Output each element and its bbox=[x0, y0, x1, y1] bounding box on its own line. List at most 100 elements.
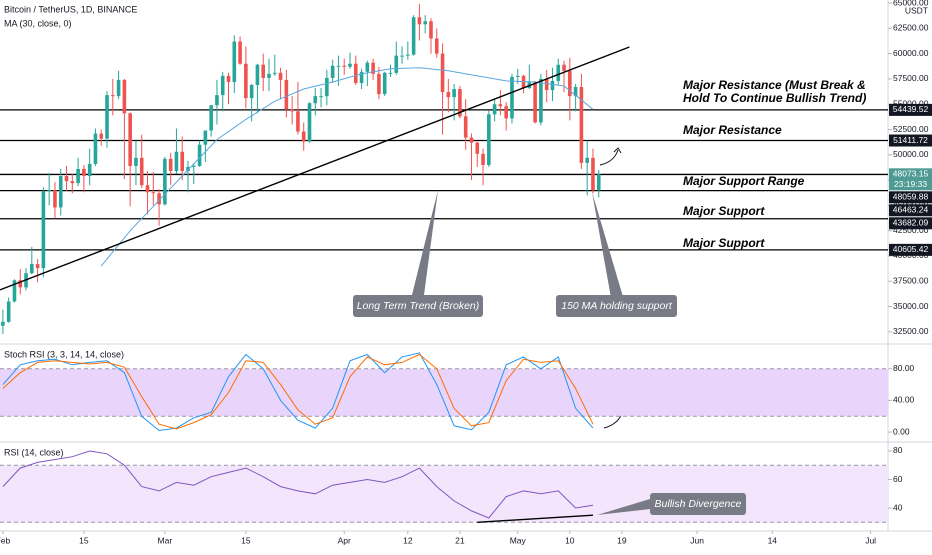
y-tick-label: 52500.00 bbox=[893, 124, 929, 134]
candle-body bbox=[550, 80, 555, 91]
candle-body bbox=[492, 104, 497, 115]
x-tick-label: Apr bbox=[338, 535, 351, 545]
indicator-line bbox=[2, 450, 594, 519]
candle-body bbox=[296, 111, 300, 132]
chart-title: Bitcoin / TetherUS, 1D, BINANCE bbox=[4, 4, 137, 14]
callout-pointer bbox=[412, 190, 438, 295]
candle-body bbox=[325, 77, 329, 97]
callout-pointer bbox=[597, 499, 650, 515]
candle-body bbox=[87, 163, 92, 177]
candle-body bbox=[180, 151, 185, 171]
y-tick-label: 60000.00 bbox=[893, 48, 929, 58]
candle-body bbox=[232, 41, 237, 82]
candle-body bbox=[556, 64, 561, 81]
x-tick-label: Feb bbox=[0, 535, 10, 545]
candle-body bbox=[168, 158, 173, 171]
candle-body bbox=[353, 63, 358, 83]
candle-body bbox=[469, 137, 474, 143]
price-label-box bbox=[889, 204, 932, 217]
candle-body bbox=[18, 280, 23, 288]
x-tick-label: 21 bbox=[455, 535, 465, 545]
y-tick-label: 35000.00 bbox=[893, 301, 929, 311]
candle-body bbox=[406, 54, 410, 56]
x-tick-label: 14 bbox=[768, 535, 778, 545]
price-label: 51411.72 bbox=[893, 135, 928, 145]
price-axis-unit: USDT bbox=[905, 5, 928, 15]
candle-body bbox=[510, 76, 514, 119]
candle-body bbox=[463, 116, 468, 138]
price-label: 40605.42 bbox=[893, 244, 929, 254]
candle-body bbox=[452, 89, 456, 98]
candle-body bbox=[365, 62, 370, 72]
candle-body bbox=[400, 55, 404, 57]
price-label-box bbox=[889, 191, 932, 204]
candle-body bbox=[134, 157, 138, 166]
candle-body bbox=[342, 65, 347, 67]
y-tick-label: 60 bbox=[893, 474, 903, 484]
candle-body bbox=[272, 72, 277, 74]
y-tick-label: 80.00 bbox=[893, 363, 915, 373]
price-label: 48073.15 bbox=[893, 169, 929, 179]
candle-body bbox=[255, 64, 260, 85]
annotation: Major Resistance bbox=[683, 123, 782, 137]
callout-box bbox=[353, 295, 483, 317]
candle-body bbox=[585, 157, 589, 163]
candle-body bbox=[423, 21, 427, 25]
candle-body bbox=[41, 191, 46, 269]
callout-box bbox=[650, 493, 746, 515]
price-label: 54439.52 bbox=[893, 104, 929, 114]
annotation: Major Support Range bbox=[683, 174, 805, 188]
candle-body bbox=[12, 280, 17, 302]
candle-body bbox=[163, 158, 167, 205]
annotation: Major Resistance (Must Break & bbox=[683, 78, 866, 92]
candle-body bbox=[249, 84, 254, 99]
y-tick-label: 0.00 bbox=[893, 426, 910, 436]
x-tick-label: Jul bbox=[865, 535, 876, 545]
moving-average-line bbox=[100, 67, 594, 267]
candle-body bbox=[105, 95, 109, 139]
candle-body bbox=[238, 41, 242, 64]
candle-body bbox=[35, 264, 40, 269]
y-tick-label: 55000.00 bbox=[893, 98, 929, 108]
y-tick-label: 42500.00 bbox=[893, 225, 929, 235]
candle-body bbox=[382, 72, 387, 95]
y-tick-label: 57500.00 bbox=[893, 73, 929, 83]
countdown-label: 23:19:33 bbox=[894, 179, 927, 189]
callout-pointer bbox=[592, 192, 623, 295]
annotation: Major Support bbox=[683, 204, 765, 218]
candle-body bbox=[319, 96, 323, 98]
candle-body bbox=[596, 174, 601, 191]
candle-body bbox=[411, 17, 416, 55]
x-tick-label: 15 bbox=[79, 535, 89, 545]
candle-body bbox=[284, 79, 289, 110]
candle-body bbox=[186, 166, 190, 171]
candle-body bbox=[301, 131, 306, 142]
candle-body bbox=[76, 168, 80, 184]
callout-box bbox=[556, 295, 677, 317]
indicator-line bbox=[2, 352, 594, 432]
candle-body bbox=[70, 181, 75, 184]
candle-body bbox=[267, 73, 271, 78]
price-label-box bbox=[889, 103, 932, 116]
candle-body bbox=[336, 65, 341, 67]
candle-body bbox=[458, 89, 462, 117]
y-tick-label: 62500.00 bbox=[893, 23, 929, 33]
candle-body bbox=[47, 190, 51, 192]
arrow-head bbox=[613, 147, 622, 154]
price-label: 46463.24 bbox=[893, 205, 929, 215]
divergence-line bbox=[477, 514, 594, 523]
arrow bbox=[599, 149, 619, 166]
price-label-box bbox=[889, 217, 932, 230]
candle-body bbox=[64, 176, 69, 182]
candle-body bbox=[504, 106, 508, 119]
candle-body bbox=[394, 55, 399, 73]
candle-body bbox=[429, 21, 433, 39]
candle-body bbox=[313, 96, 318, 104]
candle-body bbox=[568, 70, 572, 97]
annotation: Hold To Continue Bullish Trend) bbox=[683, 91, 866, 105]
candle-body bbox=[544, 78, 549, 91]
candle-body bbox=[573, 87, 578, 97]
x-tick-label: 12 bbox=[403, 535, 413, 545]
candle-body bbox=[330, 65, 335, 78]
